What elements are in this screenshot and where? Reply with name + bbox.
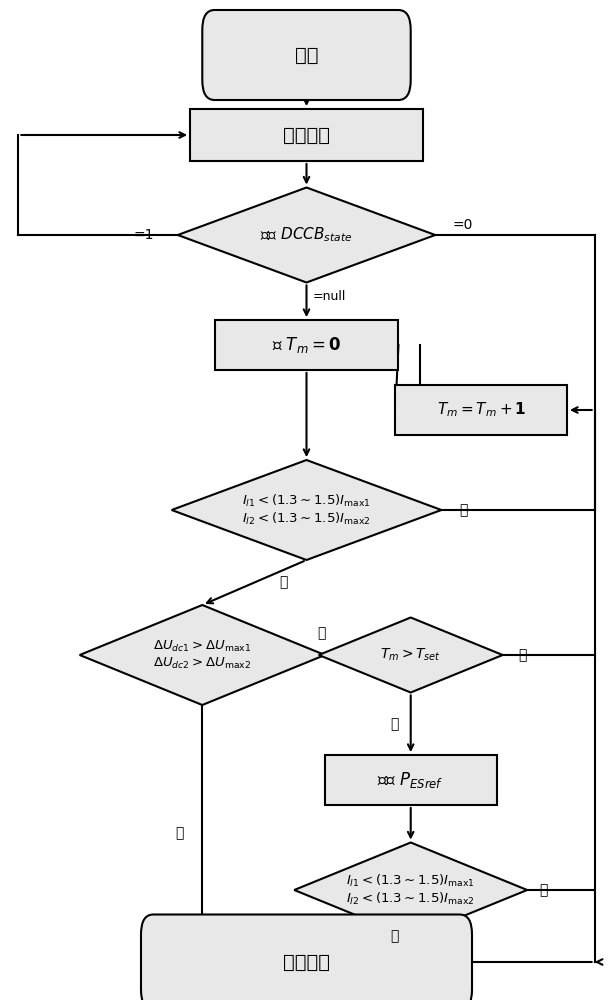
Text: 改变 $P_{ESref}$: 改变 $P_{ESref}$ [378,770,444,790]
Text: =1: =1 [134,228,154,242]
Text: 否: 否 [460,503,468,517]
Text: 联网模式: 联网模式 [283,125,330,144]
Text: 检测 $DCCB_{state}$: 检测 $DCCB_{state}$ [261,226,352,244]
Polygon shape [172,460,441,560]
Text: $T_m=T_m+\mathbf{1}$: $T_m=T_m+\mathbf{1}$ [436,401,526,419]
Text: 孤岛模式: 孤岛模式 [283,952,330,972]
Text: 是: 是 [390,929,398,943]
Text: =0: =0 [452,218,473,232]
Polygon shape [319,618,503,692]
Polygon shape [80,605,325,705]
Text: 是: 是 [390,717,398,731]
Text: 是: 是 [175,826,184,840]
Text: 开始: 开始 [295,45,318,64]
FancyBboxPatch shape [190,109,423,161]
Text: 否: 否 [518,648,527,662]
FancyBboxPatch shape [325,755,497,805]
Polygon shape [294,842,527,938]
FancyBboxPatch shape [395,385,567,435]
Text: 否: 否 [318,626,326,640]
FancyBboxPatch shape [215,320,398,370]
Text: 否: 否 [539,883,548,897]
Text: 是: 是 [280,576,288,589]
Text: 置 $T_m=\mathbf{0}$: 置 $T_m=\mathbf{0}$ [272,335,341,355]
FancyBboxPatch shape [141,914,472,1000]
Text: $I_{l1}<(1.3{\sim}1.5)I_{\max 1}$
$I_{l2}<(1.3{\sim}1.5)I_{\max 2}$: $I_{l1}<(1.3{\sim}1.5)I_{\max 1}$ $I_{l2… [242,493,371,527]
Text: =null: =null [313,290,346,303]
Polygon shape [178,188,435,282]
Text: $\Delta U_{dc1}>\Delta U_{\max 1}$
$\Delta U_{dc2}>\Delta U_{\max 2}$: $\Delta U_{dc1}>\Delta U_{\max 1}$ $\Del… [153,639,251,671]
Text: $I_{l1}<(1.3{\sim}1.5)I_{\max 1}$
$I_{l2}<(1.3{\sim}1.5)I_{\max 2}$: $I_{l1}<(1.3{\sim}1.5)I_{\max 1}$ $I_{l2… [346,873,475,907]
Text: $T_m>T_{set}$: $T_m>T_{set}$ [380,647,441,663]
FancyBboxPatch shape [202,10,411,100]
